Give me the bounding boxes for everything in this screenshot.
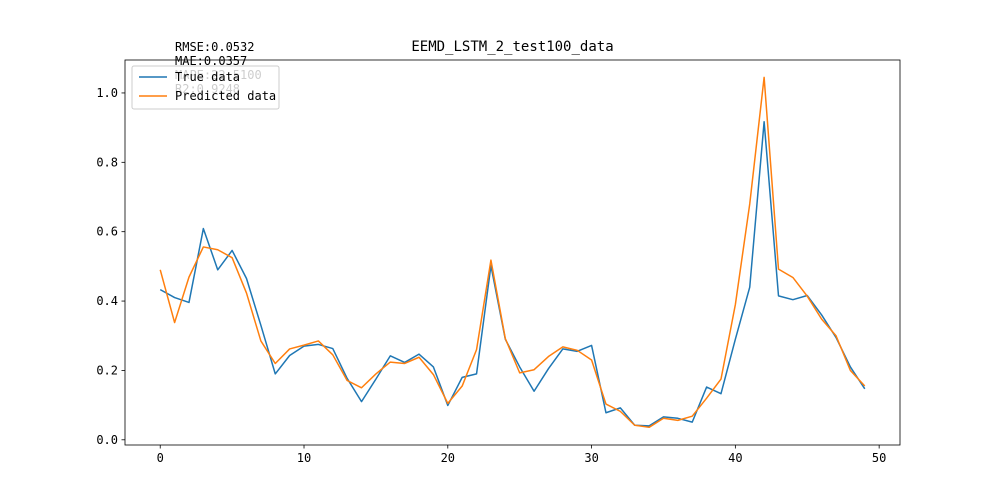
legend-label-1: True data <box>175 70 240 84</box>
y-tick-label: 0.2 <box>96 363 118 377</box>
x-tick-label: 0 <box>157 451 164 465</box>
series-line-2 <box>159 76 866 429</box>
y-tick-label: 0.4 <box>96 294 118 308</box>
legend-box <box>131 65 280 110</box>
x-tick-label: 40 <box>728 451 742 465</box>
y-tick-label: 0.8 <box>96 155 118 169</box>
plot-frame <box>124 59 901 446</box>
legend: True data Predicted data <box>131 65 280 110</box>
metric-annotation: RMSE:0.0532 <box>175 40 254 54</box>
chart-title: EEMD_LSTM_2_test100_data <box>411 39 613 55</box>
x-tick-label: 20 <box>441 451 455 465</box>
series-line-1 <box>159 120 866 427</box>
metric-annotation: MAE:0.0357 <box>175 54 247 68</box>
y-tick-label: 0.6 <box>96 225 118 239</box>
legend-label-2: Predicted data <box>175 89 276 103</box>
x-tick-label: 30 <box>584 451 598 465</box>
y-tick-label: 0.0 <box>96 433 118 447</box>
y-tick-label: 1.0 <box>96 86 118 100</box>
plot-area <box>159 76 866 429</box>
x-tick-label: 10 <box>297 451 311 465</box>
axes: 0 10 20 30 40 50 0.0 0.2 0.4 0.6 0.8 1.0 <box>96 59 901 465</box>
x-tick-label: 50 <box>872 451 886 465</box>
